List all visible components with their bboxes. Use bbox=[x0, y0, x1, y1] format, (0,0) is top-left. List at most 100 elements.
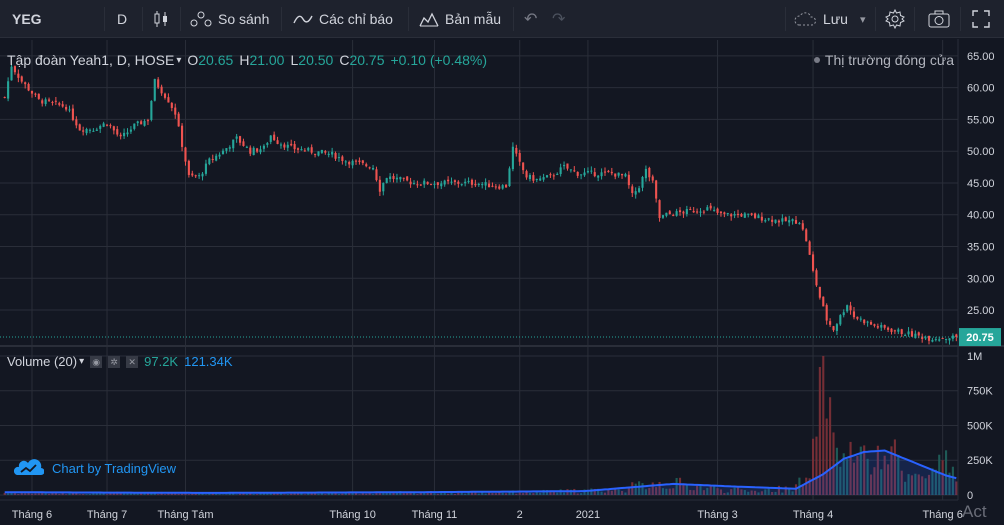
price-axis-label: 40.00 bbox=[967, 210, 995, 222]
volume-bar bbox=[470, 492, 474, 495]
candle-body bbox=[880, 325, 883, 328]
volume-bar bbox=[945, 450, 948, 495]
candle-body bbox=[208, 158, 211, 165]
candle-body bbox=[573, 170, 576, 172]
volume-bar bbox=[525, 490, 528, 495]
candle-body bbox=[37, 93, 40, 99]
candle-body bbox=[498, 186, 501, 189]
symbol-label: YEG bbox=[12, 11, 42, 27]
candle-body bbox=[726, 213, 729, 215]
volume-bar bbox=[904, 481, 907, 495]
candle-body bbox=[668, 211, 671, 215]
volume-ma-line bbox=[4, 449, 957, 494]
volume-bar bbox=[85, 494, 88, 495]
volume-bar bbox=[713, 486, 716, 495]
tradingview-brand[interactable]: Chart by TradingView bbox=[14, 457, 176, 479]
candle-body bbox=[140, 121, 143, 125]
price-axis-panel bbox=[958, 39, 1004, 504]
volume-bar bbox=[675, 477, 678, 495]
candle-body bbox=[146, 120, 150, 122]
candle-body bbox=[194, 175, 197, 177]
candle-body bbox=[539, 178, 542, 181]
volume-bar bbox=[600, 491, 603, 495]
candle-body bbox=[406, 176, 409, 181]
candle-body bbox=[801, 223, 804, 230]
candle-body bbox=[470, 179, 474, 185]
volume-bar bbox=[672, 488, 675, 495]
volume-bar bbox=[907, 474, 910, 495]
chevron-down-icon[interactable]: ▾ bbox=[79, 356, 85, 367]
volume-bar bbox=[146, 492, 150, 495]
volume-bar bbox=[51, 492, 54, 495]
snapshot-button[interactable] bbox=[928, 0, 950, 38]
status-dot-icon bbox=[813, 57, 820, 63]
close-icon[interactable]: ✕ bbox=[126, 355, 139, 368]
candle-body bbox=[532, 175, 535, 181]
candle-body bbox=[641, 176, 644, 188]
compare-button[interactable]: So sánh bbox=[190, 0, 269, 38]
volume-bar bbox=[150, 493, 153, 495]
candle-body bbox=[167, 97, 170, 103]
indicators-button[interactable]: Các chỉ báo bbox=[293, 0, 393, 38]
candle-body bbox=[678, 210, 682, 213]
interval-button[interactable]: D bbox=[117, 0, 127, 38]
candle-body bbox=[259, 149, 262, 153]
candle-body bbox=[767, 218, 770, 220]
volume-bar bbox=[385, 492, 388, 495]
candle-body bbox=[225, 148, 228, 151]
candle-body bbox=[215, 155, 218, 161]
volume-bar bbox=[597, 488, 600, 495]
candle-body bbox=[842, 312, 845, 316]
volume-bar bbox=[170, 493, 173, 495]
volume-bar bbox=[409, 491, 412, 495]
volume-bar bbox=[563, 492, 566, 495]
redo-button[interactable]: ↷ bbox=[552, 0, 565, 38]
volume-bar bbox=[157, 494, 160, 495]
time-axis-label: Tháng Tám bbox=[157, 509, 213, 521]
volume-bar bbox=[709, 486, 712, 495]
candle-body bbox=[706, 207, 709, 211]
fullscreen-button[interactable] bbox=[972, 0, 990, 38]
save-dropdown-button[interactable]: ▾ bbox=[860, 0, 866, 38]
eye-icon[interactable]: ◉ bbox=[90, 355, 103, 368]
volume-bar bbox=[365, 493, 368, 495]
candle-body bbox=[750, 213, 753, 215]
candle-body bbox=[310, 147, 313, 153]
candle-body bbox=[685, 208, 688, 215]
volume-bar bbox=[951, 466, 954, 495]
chart-type-button[interactable] bbox=[152, 0, 170, 38]
volume-bar bbox=[47, 493, 51, 495]
symbol-search-button[interactable]: YEG bbox=[12, 0, 42, 38]
time-axis-label: Tháng 7 bbox=[87, 509, 127, 521]
candle-body bbox=[501, 185, 504, 189]
volume-bar bbox=[419, 492, 422, 495]
volume-bar bbox=[37, 493, 40, 495]
candle-body bbox=[900, 329, 903, 335]
volume-bar bbox=[88, 494, 92, 495]
save-button[interactable]: Lưu bbox=[793, 0, 848, 38]
volume-bar bbox=[927, 474, 931, 495]
volume-axis-label: 0 bbox=[967, 490, 973, 502]
candle-body bbox=[736, 213, 740, 215]
gear-icon[interactable]: ✲ bbox=[108, 355, 121, 368]
separator bbox=[513, 7, 514, 31]
chevron-down-icon[interactable]: ▾ bbox=[176, 54, 182, 66]
candle-body bbox=[126, 132, 129, 135]
candle-body bbox=[607, 170, 610, 173]
volume-bar bbox=[740, 489, 743, 495]
volume-bar bbox=[552, 491, 555, 495]
candle-body bbox=[477, 183, 480, 185]
cloud-icon bbox=[794, 12, 816, 26]
volume-bar bbox=[245, 493, 248, 495]
undo-button[interactable]: ↶ bbox=[524, 0, 537, 38]
volume-bar bbox=[208, 493, 211, 495]
settings-button[interactable] bbox=[885, 0, 905, 38]
volume-bar bbox=[54, 493, 57, 495]
volume-bar bbox=[631, 482, 634, 495]
volume-bar bbox=[433, 493, 436, 495]
templates-button[interactable]: Bản mẫu bbox=[419, 0, 501, 38]
volume-bar bbox=[436, 493, 439, 495]
separator bbox=[281, 7, 282, 31]
candle-body bbox=[385, 178, 388, 184]
